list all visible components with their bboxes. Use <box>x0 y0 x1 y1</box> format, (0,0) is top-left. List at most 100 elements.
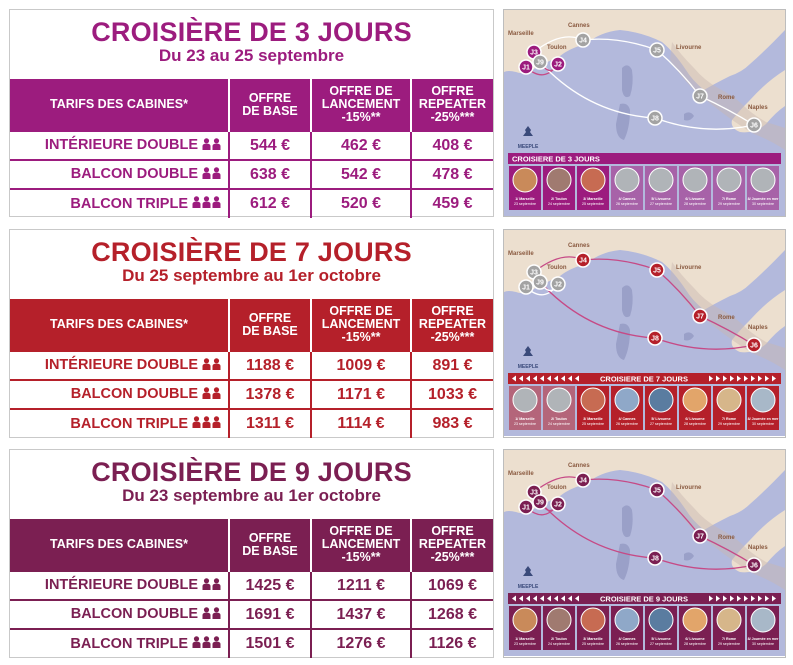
header-repeater: OFFRE REPEATER -25%*** <box>410 299 493 351</box>
city-label-rome: Rome <box>718 95 735 101</box>
city-label-toulon: Toulon <box>547 265 567 271</box>
launch-price-cell: 462 € <box>310 131 411 160</box>
cruise-3-route-map: Marseille Toulon Cannes Livourne Rome Naples J… <box>503 9 786 217</box>
persons-icon <box>202 357 222 374</box>
svg-text:29 septembre: 29 septembre <box>718 422 740 426</box>
route-stop-j2: J2 <box>550 56 566 72</box>
svg-text:6/ Livourne: 6/ Livourne <box>685 417 704 421</box>
cabin-type-cell: BALCON TRIPLE <box>10 189 229 218</box>
svg-text:26 septembre: 26 septembre <box>616 202 638 206</box>
svg-text:J5: J5 <box>653 268 661 275</box>
persons-icon <box>202 606 222 623</box>
svg-text:J2: J2 <box>554 282 562 289</box>
route-stop-j7: J7 <box>692 88 708 104</box>
svg-text:3/ Marseille: 3/ Marseille <box>583 197 602 201</box>
cabin-type-cell: BALCON DOUBLE <box>10 600 229 629</box>
cruise-7-days-panel: CROISIÈRE DE 7 JOURS Du 25 septembre au … <box>9 229 494 438</box>
svg-text:8/ Journée en mer: 8/ Journée en mer <box>748 197 779 201</box>
repeater-price-cell: 408 € <box>410 131 493 160</box>
cabin-type-cell: INTÉRIEURE DOUBLE <box>10 351 229 380</box>
svg-text:J4: J4 <box>579 258 587 265</box>
route-stop-j5: J5 <box>649 482 665 498</box>
header-base: OFFRE DE BASE <box>228 519 311 571</box>
header-cabins: TARIFS DES CABINES* <box>50 537 188 551</box>
svg-text:4/ Cannes: 4/ Cannes <box>619 637 636 641</box>
route-stop-j4: J4 <box>575 472 591 488</box>
persons-icon <box>192 636 222 652</box>
svg-text:J8: J8 <box>651 336 659 343</box>
route-stop-j6: J6 <box>746 337 762 353</box>
launch-price-cell: 1437 € <box>310 600 411 629</box>
svg-text:MEEPLE: MEEPLE <box>518 144 539 150</box>
cruise-7-price-table: TARIFS DES CABINES* OFFRE DE BASE OFFRE D… <box>10 299 493 438</box>
svg-text:30 septembre: 30 septembre <box>752 202 774 206</box>
svg-text:26 septembre: 26 septembre <box>616 422 638 426</box>
svg-text:4/ Cannes: 4/ Cannes <box>619 197 636 201</box>
cruise-9-route-map: Marseille Toulon Cannes Livourne Rome Naples J… <box>503 449 786 658</box>
route-stop-j1: J1 <box>518 499 534 515</box>
svg-text:24 septembre: 24 septembre <box>548 202 570 206</box>
header-launch: OFFRE DE LANCEMENT -15%** <box>310 519 411 571</box>
city-label-rome: Rome <box>718 535 735 541</box>
route-stop-j8: J8 <box>647 110 663 126</box>
cruise-9-dates: Du 23 septembre au 1er octobre <box>122 486 381 505</box>
launch-price-cell: 1171 € <box>310 380 411 409</box>
svg-text:J6: J6 <box>750 123 758 130</box>
cruise-3-title: CROISIÈRE DE 3 JOURS <box>91 17 412 47</box>
route-stop-j7: J7 <box>692 528 708 544</box>
svg-text:28 septembre: 28 septembre <box>684 202 706 206</box>
svg-text:2/ Toulon: 2/ Toulon <box>551 417 567 421</box>
base-price-cell: 1691 € <box>228 600 311 629</box>
route-stop-j9: J9 <box>532 494 548 510</box>
cabin-type-cell: BALCON DOUBLE <box>10 380 229 409</box>
header-base: OFFRE DE BASE <box>228 79 311 131</box>
svg-text:1/ Marseille: 1/ Marseille <box>515 417 534 421</box>
route-stop-j8: J8 <box>647 330 663 346</box>
svg-text:23 septembre: 23 septembre <box>514 202 536 206</box>
table-row: INTÉRIEURE DOUBLE 1425 €1211 €1069 € <box>10 571 493 600</box>
svg-text:J1: J1 <box>522 285 530 292</box>
cabin-type-cell: BALCON TRIPLE <box>10 409 229 438</box>
svg-text:J7: J7 <box>696 94 704 101</box>
svg-text:7/ Rome: 7/ Rome <box>722 637 736 641</box>
route-stop-j1: J1 <box>518 279 534 295</box>
header-launch: OFFRE DE LANCEMENT -15%** <box>310 79 411 131</box>
persons-icon <box>192 196 222 212</box>
table-row: BALCON DOUBLE 638 €542 €478 € <box>10 160 493 189</box>
svg-text:J4: J4 <box>579 38 587 45</box>
svg-text:J8: J8 <box>651 556 659 563</box>
base-price-cell: 1311 € <box>228 409 311 438</box>
svg-text:5/ Livourne: 5/ Livourne <box>651 637 670 641</box>
svg-text:6/ Livourne: 6/ Livourne <box>685 197 704 201</box>
persons-icon <box>192 416 222 432</box>
launch-price-cell: 1114 € <box>310 409 411 438</box>
svg-text:J4: J4 <box>579 478 587 485</box>
svg-text:3/ Marseille: 3/ Marseille <box>583 637 602 641</box>
base-price-cell: 1425 € <box>228 571 311 600</box>
cabin-type-cell: INTÉRIEURE DOUBLE <box>10 131 229 160</box>
svg-text:23 septembre: 23 septembre <box>514 422 536 426</box>
svg-text:25 septembre: 25 septembre <box>582 422 604 426</box>
route-stop-j2: J2 <box>550 496 566 512</box>
base-price-cell: 612 € <box>228 189 311 218</box>
svg-text:2/ Toulon: 2/ Toulon <box>551 637 567 641</box>
svg-text:23 septembre: 23 septembre <box>514 642 536 646</box>
city-label-cannes: Cannes <box>568 463 590 469</box>
svg-text:J3: J3 <box>530 490 538 497</box>
route-stop-j9: J9 <box>532 274 548 290</box>
meeple-logo: MEEPLE <box>518 566 539 590</box>
route-stop-j4: J4 <box>575 252 591 268</box>
